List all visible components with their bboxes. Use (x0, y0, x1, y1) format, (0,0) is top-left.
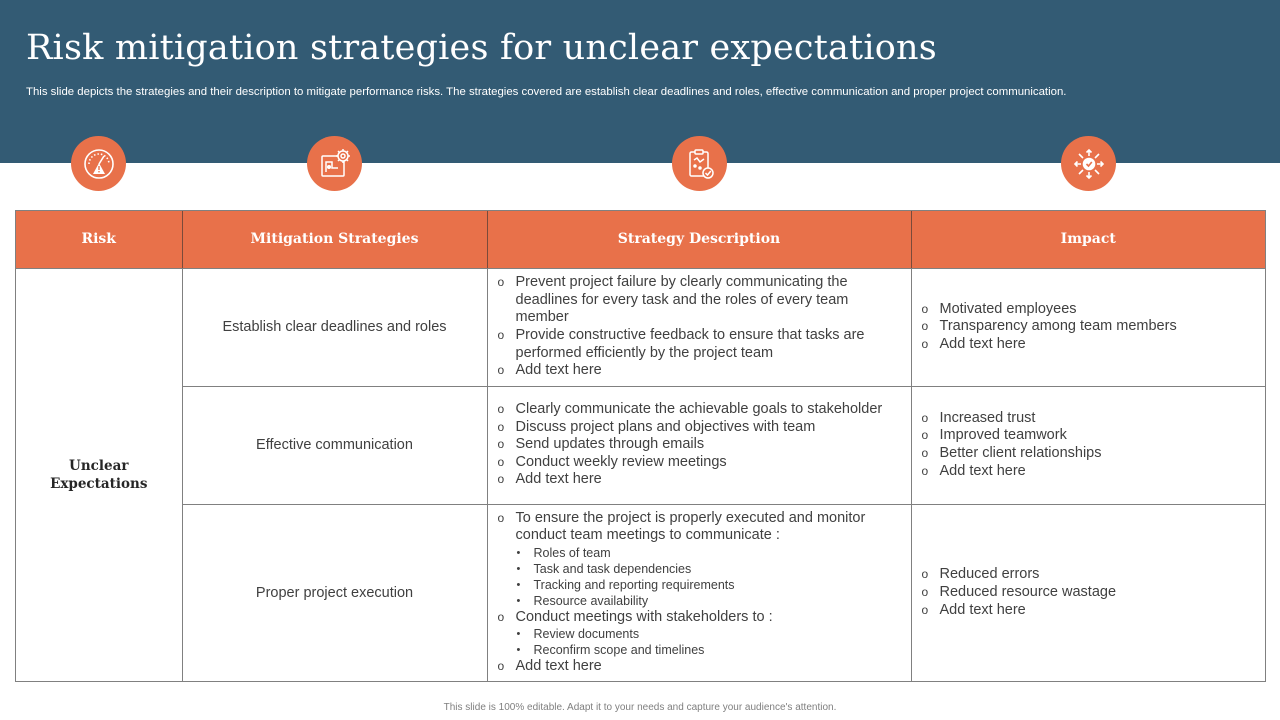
description-item: Discuss project plans and objectives wit… (496, 419, 901, 437)
impact-list: Increased trust Improved teamwork Better… (920, 410, 1256, 480)
description-item: Add text here (496, 471, 901, 489)
sub-bullet-item: Resource availability (516, 593, 901, 609)
description-list: To ensure the project is properly execut… (496, 510, 901, 676)
impact-cell: Motivated employees Transparency among t… (911, 268, 1265, 387)
description-cell: To ensure the project is properly execut… (487, 504, 912, 681)
impact-item: Add text here (920, 336, 1256, 354)
impact-list: Motivated employees Transparency among t… (920, 301, 1256, 354)
sub-bullet-item: Review documents (516, 626, 901, 642)
header-risk: Risk (16, 211, 183, 269)
footer-note: This slide is 100% editable. Adapt it to… (443, 702, 837, 713)
sub-bullet-item: Task and task dependencies (516, 561, 901, 577)
impact-item: Add text here (920, 463, 1256, 481)
impact-item: Improved teamwork (920, 427, 1256, 445)
target-arrows-icon (1061, 136, 1116, 191)
impact-cell: Increased trust Improved teamwork Better… (911, 386, 1265, 505)
impact-item: Add text here (920, 602, 1256, 620)
header-impact: Impact (911, 211, 1265, 269)
sub-bullet-list: Review documents Reconfirm scope and tim… (516, 626, 901, 658)
blueprint-gear-icon (307, 136, 362, 191)
speedometer-warning-icon (71, 136, 126, 191)
sub-bullet-item: Roles of team (516, 545, 901, 561)
description-item: Add text here (496, 362, 901, 380)
table-header-row: Risk Mitigation Strategies Strategy Desc… (16, 211, 1265, 269)
strategy-cell: Establish clear deadlines and roles (182, 268, 488, 387)
page-subtitle: This slide depicts the strategies and th… (26, 86, 1067, 98)
impact-item: Reduced errors (920, 566, 1256, 584)
description-list: Clearly communicate the achievable goals… (496, 401, 901, 489)
description-item: Prevent project failure by clearly commu… (496, 274, 901, 327)
header-strategy-description: Strategy Description (487, 211, 912, 269)
impact-item: Motivated employees (920, 301, 1256, 319)
table-row: Unclear Expectations Establish clear dea… (16, 268, 1265, 682)
impact-cell: Reduced errors Reduced resource wastage … (911, 504, 1265, 681)
strategy-cell: Proper project execution (182, 504, 488, 681)
header-mitigation-strategies: Mitigation Strategies (182, 211, 488, 269)
impact-item: Reduced resource wastage (920, 584, 1256, 602)
description-item: Clearly communicate the achievable goals… (496, 401, 901, 419)
impact-item: Better client relationships (920, 445, 1256, 463)
risk-table: Risk Mitigation Strategies Strategy Desc… (15, 210, 1266, 682)
description-item: Add text here (496, 658, 901, 676)
risk-label: Unclear Expectations (50, 457, 148, 492)
description-item-text: To ensure the project is properly execut… (515, 509, 866, 544)
header-band (0, 0, 1280, 163)
table-row: Effective communication Clearly communic… (16, 386, 1265, 505)
description-cell: Clearly communicate the achievable goals… (487, 386, 912, 505)
page-title: Risk mitigation strategies for unclear e… (26, 28, 937, 68)
description-item: Provide constructive feedback to ensure … (496, 327, 901, 362)
sub-bullet-item: Tracking and reporting requirements (516, 577, 901, 593)
strategy-cell: Effective communication (182, 386, 488, 505)
table-row: Proper project execution To ensure the p… (16, 504, 1265, 681)
description-cell: Prevent project failure by clearly commu… (487, 268, 912, 387)
risk-cell: Unclear Expectations (16, 268, 183, 682)
description-list: Prevent project failure by clearly commu… (496, 274, 901, 380)
description-item: To ensure the project is properly execut… (496, 510, 901, 609)
description-item: Conduct weekly review meetings (496, 454, 901, 472)
impact-item: Increased trust (920, 410, 1256, 428)
description-item: Conduct meetings with stakeholders to : … (496, 609, 901, 659)
sub-bullet-list: Roles of team Task and task dependencies… (516, 545, 901, 609)
description-item: Send updates through emails (496, 436, 901, 454)
description-item-text: Conduct meetings with stakeholders to : (515, 608, 773, 625)
impact-list: Reduced errors Reduced resource wastage … (920, 566, 1256, 619)
sub-bullet-item: Reconfirm scope and timelines (516, 642, 901, 658)
impact-item: Transparency among team members (920, 318, 1256, 336)
clipboard-check-icon (672, 136, 727, 191)
